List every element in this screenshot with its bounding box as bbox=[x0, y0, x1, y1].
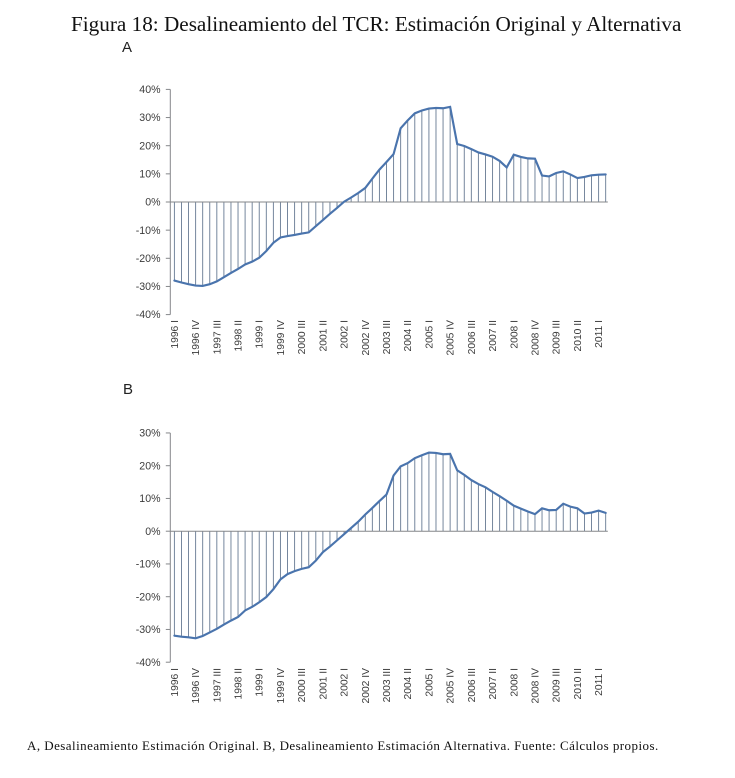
svg-text:2007 II: 2007 II bbox=[488, 320, 499, 352]
svg-text:2002 IV: 2002 IV bbox=[361, 320, 372, 356]
svg-text:1996 IV: 1996 IV bbox=[191, 320, 202, 356]
svg-text:2004 II: 2004 II bbox=[403, 320, 414, 352]
svg-text:-20%: -20% bbox=[136, 591, 161, 603]
svg-text:-10%: -10% bbox=[136, 225, 161, 237]
svg-text:2009 III: 2009 III bbox=[552, 320, 563, 354]
svg-text:2003 III: 2003 III bbox=[382, 320, 393, 354]
svg-text:2005 IV: 2005 IV bbox=[446, 668, 457, 704]
svg-text:1998 II: 1998 II bbox=[234, 320, 245, 352]
svg-text:-40%: -40% bbox=[136, 657, 161, 669]
svg-text:0%: 0% bbox=[145, 526, 161, 538]
svg-text:2007 II: 2007 II bbox=[488, 668, 499, 700]
svg-text:1996 I: 1996 I bbox=[170, 668, 181, 697]
svg-text:2005 I: 2005 I bbox=[424, 668, 435, 697]
svg-text:20%: 20% bbox=[139, 140, 161, 152]
svg-text:-30%: -30% bbox=[136, 281, 161, 293]
svg-text:2010 II: 2010 II bbox=[573, 320, 584, 352]
svg-text:2003 III: 2003 III bbox=[382, 668, 393, 702]
svg-text:2006 III: 2006 III bbox=[467, 668, 478, 702]
svg-text:0%: 0% bbox=[145, 197, 161, 209]
svg-text:10%: 10% bbox=[139, 493, 161, 505]
svg-text:2008 I: 2008 I bbox=[509, 668, 520, 697]
svg-text:2011 I: 2011 I bbox=[594, 320, 605, 348]
svg-text:2008 I: 2008 I bbox=[509, 320, 520, 349]
svg-text:20%: 20% bbox=[139, 460, 161, 472]
svg-text:2000 III: 2000 III bbox=[297, 668, 308, 702]
svg-text:2002 I: 2002 I bbox=[340, 668, 351, 697]
svg-text:2010 II: 2010 II bbox=[573, 668, 584, 700]
svg-text:1999 I: 1999 I bbox=[255, 668, 266, 697]
svg-text:-20%: -20% bbox=[136, 253, 161, 265]
svg-text:1996 I: 1996 I bbox=[170, 320, 181, 349]
svg-text:1997 III: 1997 III bbox=[212, 668, 223, 702]
svg-text:1997 III: 1997 III bbox=[212, 320, 223, 354]
svg-text:2006 III: 2006 III bbox=[467, 320, 478, 354]
svg-text:2008 IV: 2008 IV bbox=[530, 320, 541, 356]
svg-text:2000 III: 2000 III bbox=[297, 320, 308, 354]
svg-text:-30%: -30% bbox=[136, 624, 161, 636]
svg-text:2002 IV: 2002 IV bbox=[361, 668, 372, 704]
svg-text:2004 II: 2004 II bbox=[403, 668, 414, 700]
svg-text:30%: 30% bbox=[139, 112, 161, 124]
svg-text:1999 IV: 1999 IV bbox=[276, 320, 287, 356]
svg-text:2008 IV: 2008 IV bbox=[530, 668, 541, 704]
svg-text:2005 I: 2005 I bbox=[424, 320, 435, 349]
svg-text:-40%: -40% bbox=[136, 309, 161, 321]
svg-text:2002 I: 2002 I bbox=[340, 320, 351, 349]
svg-text:1996 IV: 1996 IV bbox=[191, 668, 202, 704]
svg-text:10%: 10% bbox=[139, 168, 161, 180]
svg-text:1999 I: 1999 I bbox=[255, 320, 266, 349]
svg-text:30%: 30% bbox=[139, 428, 161, 440]
svg-text:-10%: -10% bbox=[136, 559, 161, 571]
svg-text:2001 II: 2001 II bbox=[318, 668, 329, 700]
svg-text:2001 II: 2001 II bbox=[318, 320, 329, 352]
svg-text:2009 III: 2009 III bbox=[552, 668, 563, 702]
svg-text:2011 I: 2011 I bbox=[594, 668, 605, 696]
svg-text:1998 II: 1998 II bbox=[234, 668, 245, 700]
svg-text:1999 IV: 1999 IV bbox=[276, 668, 287, 704]
svg-text:2005 IV: 2005 IV bbox=[446, 320, 457, 356]
svg-text:40%: 40% bbox=[139, 84, 161, 96]
